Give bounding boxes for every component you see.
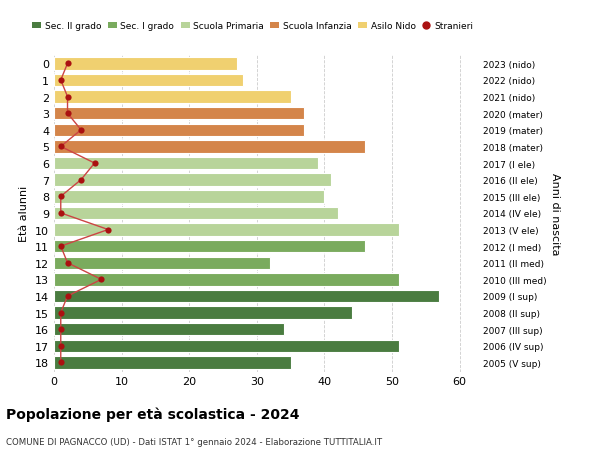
Point bbox=[63, 94, 73, 101]
Text: COMUNE DI PAGNACCO (UD) - Dati ISTAT 1° gennaio 2024 - Elaborazione TUTTITALIA.I: COMUNE DI PAGNACCO (UD) - Dati ISTAT 1° … bbox=[6, 437, 382, 446]
Bar bbox=[54, 257, 271, 269]
Point bbox=[56, 193, 65, 201]
Y-axis label: Anni di nascita: Anni di nascita bbox=[550, 172, 560, 255]
Point bbox=[97, 276, 106, 284]
Point bbox=[103, 226, 113, 234]
Bar bbox=[54, 141, 365, 153]
Y-axis label: Età alunni: Età alunni bbox=[19, 185, 29, 241]
Point bbox=[56, 359, 65, 366]
Point bbox=[76, 127, 86, 134]
Bar bbox=[54, 91, 290, 104]
Bar bbox=[54, 74, 244, 87]
Point bbox=[76, 177, 86, 184]
Point bbox=[63, 259, 73, 267]
Legend: Sec. II grado, Sec. I grado, Scuola Primaria, Scuola Infanzia, Asilo Nido, Stran: Sec. II grado, Sec. I grado, Scuola Prim… bbox=[29, 18, 477, 34]
Bar bbox=[54, 58, 236, 70]
Point bbox=[56, 210, 65, 217]
Bar bbox=[54, 224, 399, 236]
Bar bbox=[54, 323, 284, 336]
Bar bbox=[54, 207, 338, 220]
Point bbox=[56, 143, 65, 151]
Point bbox=[56, 77, 65, 84]
Point bbox=[56, 309, 65, 317]
Point bbox=[90, 160, 100, 168]
Bar bbox=[54, 174, 331, 186]
Point bbox=[56, 326, 65, 333]
Point bbox=[63, 61, 73, 68]
Point bbox=[56, 342, 65, 350]
Point bbox=[63, 293, 73, 300]
Point bbox=[56, 243, 65, 250]
Text: Popolazione per età scolastica - 2024: Popolazione per età scolastica - 2024 bbox=[6, 406, 299, 421]
Bar bbox=[54, 274, 399, 286]
Bar bbox=[54, 241, 365, 253]
Point bbox=[63, 110, 73, 118]
Bar bbox=[54, 357, 290, 369]
Bar bbox=[54, 340, 399, 353]
Bar bbox=[54, 290, 439, 302]
Bar bbox=[54, 124, 304, 137]
Bar bbox=[54, 108, 304, 120]
Bar bbox=[54, 307, 352, 319]
Bar bbox=[54, 157, 318, 170]
Bar bbox=[54, 190, 325, 203]
